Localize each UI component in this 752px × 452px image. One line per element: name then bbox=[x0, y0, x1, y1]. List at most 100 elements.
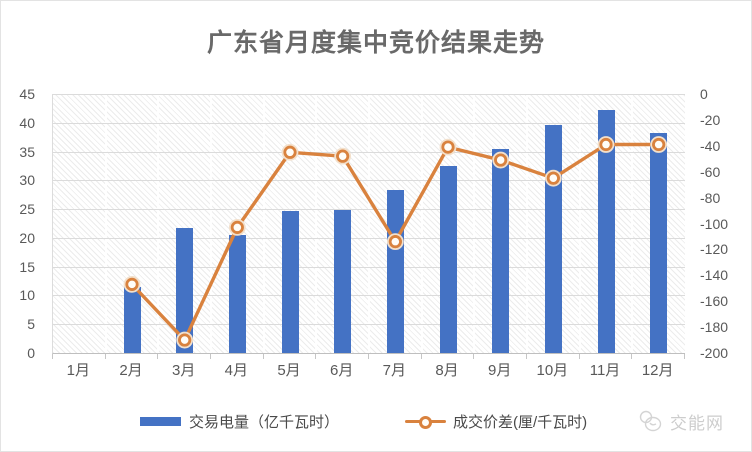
chart-title: 广东省月度集中竞价结果走势 bbox=[206, 29, 545, 57]
marker-halo bbox=[650, 136, 668, 153]
left-axis-tick-label: 45 bbox=[19, 86, 35, 102]
legend-label-spread: 成交价差(厘/千瓦时) bbox=[453, 413, 588, 431]
plot-area bbox=[52, 94, 685, 354]
line-marker-icon bbox=[283, 145, 297, 159]
bar-9月 bbox=[492, 148, 510, 353]
x-axis-label-8月: 8月 bbox=[435, 362, 459, 379]
marker-halo bbox=[176, 331, 194, 349]
right-axis-tick-label: -180 bbox=[700, 319, 729, 336]
bar-2月 bbox=[123, 287, 141, 353]
x-axis-label-5月: 5月 bbox=[277, 362, 301, 379]
x-axis-label-12月: 12月 bbox=[641, 362, 674, 379]
bar-8月 bbox=[439, 165, 457, 353]
right-axis-tick-label: -100 bbox=[700, 215, 729, 232]
horizontal-gridline bbox=[53, 180, 685, 182]
bar-series-swatch bbox=[140, 416, 181, 426]
marker-halo bbox=[281, 143, 299, 161]
left-axis-tick-label: 40 bbox=[19, 114, 35, 131]
right-axis-tick-label: -140 bbox=[700, 267, 729, 284]
line-marker-icon bbox=[652, 137, 666, 152]
horizontal-gridline bbox=[53, 209, 685, 211]
x-axis-tick-mark bbox=[368, 354, 369, 359]
bar-12月 bbox=[650, 132, 668, 353]
bar-11月 bbox=[597, 110, 615, 353]
line-marker-icon bbox=[441, 140, 455, 154]
right-axis-tick-label: -120 bbox=[700, 241, 729, 258]
right-axis-tick-label: -60 bbox=[700, 163, 721, 180]
bar-3月 bbox=[176, 228, 194, 353]
x-axis-tick-mark bbox=[262, 354, 264, 359]
category-separator-line bbox=[262, 94, 265, 353]
right-axis-tick-label: -200 bbox=[700, 345, 729, 361]
x-axis-tick-mark bbox=[631, 354, 633, 359]
x-axis-label-2月: 2月 bbox=[119, 362, 143, 379]
x-axis-tick-mark bbox=[210, 354, 211, 359]
category-separator-line bbox=[315, 94, 318, 353]
left-axis-tick-label: 35 bbox=[19, 143, 35, 160]
watermark-text: 交能网 bbox=[670, 413, 724, 433]
left-axis-tick-label: 25 bbox=[19, 201, 35, 218]
horizontal-gridline bbox=[53, 122, 685, 124]
horizontal-gridline bbox=[53, 94, 685, 95]
watermark: 交能网 bbox=[637, 406, 724, 436]
category-separator-line bbox=[631, 94, 634, 353]
x-axis-tick-mark bbox=[526, 354, 527, 359]
horizontal-gridline bbox=[53, 324, 685, 326]
left-axis-tick-label: 5 bbox=[27, 316, 35, 333]
left-axis-tick-label: 0 bbox=[27, 345, 35, 361]
line-marker-icon bbox=[494, 153, 508, 167]
category-separator-line bbox=[473, 94, 476, 353]
right-axis-tick-label: 0 bbox=[700, 86, 708, 102]
category-separator-line bbox=[420, 94, 423, 353]
line-marker-icon bbox=[336, 149, 350, 163]
marker-halo bbox=[334, 147, 352, 165]
line-swatch-marker-icon bbox=[419, 415, 432, 429]
left-axis-tick-label: 30 bbox=[19, 172, 35, 189]
x-axis-label-10月: 10月 bbox=[536, 362, 569, 379]
line-series-swatch bbox=[405, 415, 446, 429]
x-axis-label-7月: 7月 bbox=[382, 362, 406, 379]
price-spread-line-layer bbox=[123, 136, 668, 349]
legend-label-volume: 交易电量（亿千瓦时） bbox=[189, 413, 340, 431]
marker-halo bbox=[544, 169, 562, 187]
category-separator-line bbox=[578, 94, 581, 353]
x-axis-label-9月: 9月 bbox=[487, 362, 512, 379]
legend: 交易电量（亿千瓦时） 成交价差(厘/千瓦时) bbox=[1, 406, 751, 436]
legend-item-spread: 成交价差(厘/千瓦时) bbox=[405, 406, 587, 436]
line-marker-icon bbox=[546, 171, 560, 185]
x-axis-tick-mark bbox=[52, 354, 53, 359]
marker-halo bbox=[228, 218, 246, 236]
category-separator-line bbox=[210, 94, 212, 353]
bar-5月 bbox=[281, 210, 299, 353]
x-axis-tick-mark bbox=[420, 354, 422, 359]
legend-item-volume: 交易电量（亿千瓦时） bbox=[140, 406, 339, 436]
x-axis-label-3月: 3月 bbox=[171, 362, 196, 379]
x-axis-tick-mark bbox=[473, 354, 475, 359]
line-marker-icon bbox=[388, 235, 402, 249]
x-axis-label-4月: 4月 bbox=[224, 362, 248, 379]
x-axis-tick-mark bbox=[104, 354, 106, 359]
marker-halo bbox=[123, 275, 141, 293]
x-axis-label-11月: 11月 bbox=[589, 362, 621, 379]
category-separator-line bbox=[104, 94, 107, 353]
horizontal-gridline bbox=[53, 151, 685, 153]
x-axis-tick-mark bbox=[578, 354, 580, 359]
marker-halo bbox=[492, 151, 510, 169]
left-axis-tick-label: 15 bbox=[19, 258, 35, 275]
x-axis-label-1月: 1月 bbox=[66, 362, 90, 379]
right-axis-tick-label: -20 bbox=[700, 111, 721, 128]
category-separator-line bbox=[526, 94, 528, 353]
category-separator-line bbox=[368, 94, 370, 353]
line-marker-icon bbox=[230, 220, 244, 234]
x-axis-tick-mark bbox=[315, 354, 317, 359]
horizontal-gridline bbox=[53, 237, 685, 239]
bar-7月 bbox=[386, 189, 404, 353]
x-axis-tick-mark bbox=[684, 354, 685, 359]
left-axis-tick-label: 10 bbox=[19, 287, 35, 304]
line-marker-icon bbox=[178, 333, 192, 347]
line-marker-icon bbox=[125, 277, 139, 291]
left-axis-tick-label: 20 bbox=[19, 229, 35, 246]
marker-halo bbox=[439, 138, 457, 156]
x-axis-tick-mark bbox=[157, 354, 159, 359]
